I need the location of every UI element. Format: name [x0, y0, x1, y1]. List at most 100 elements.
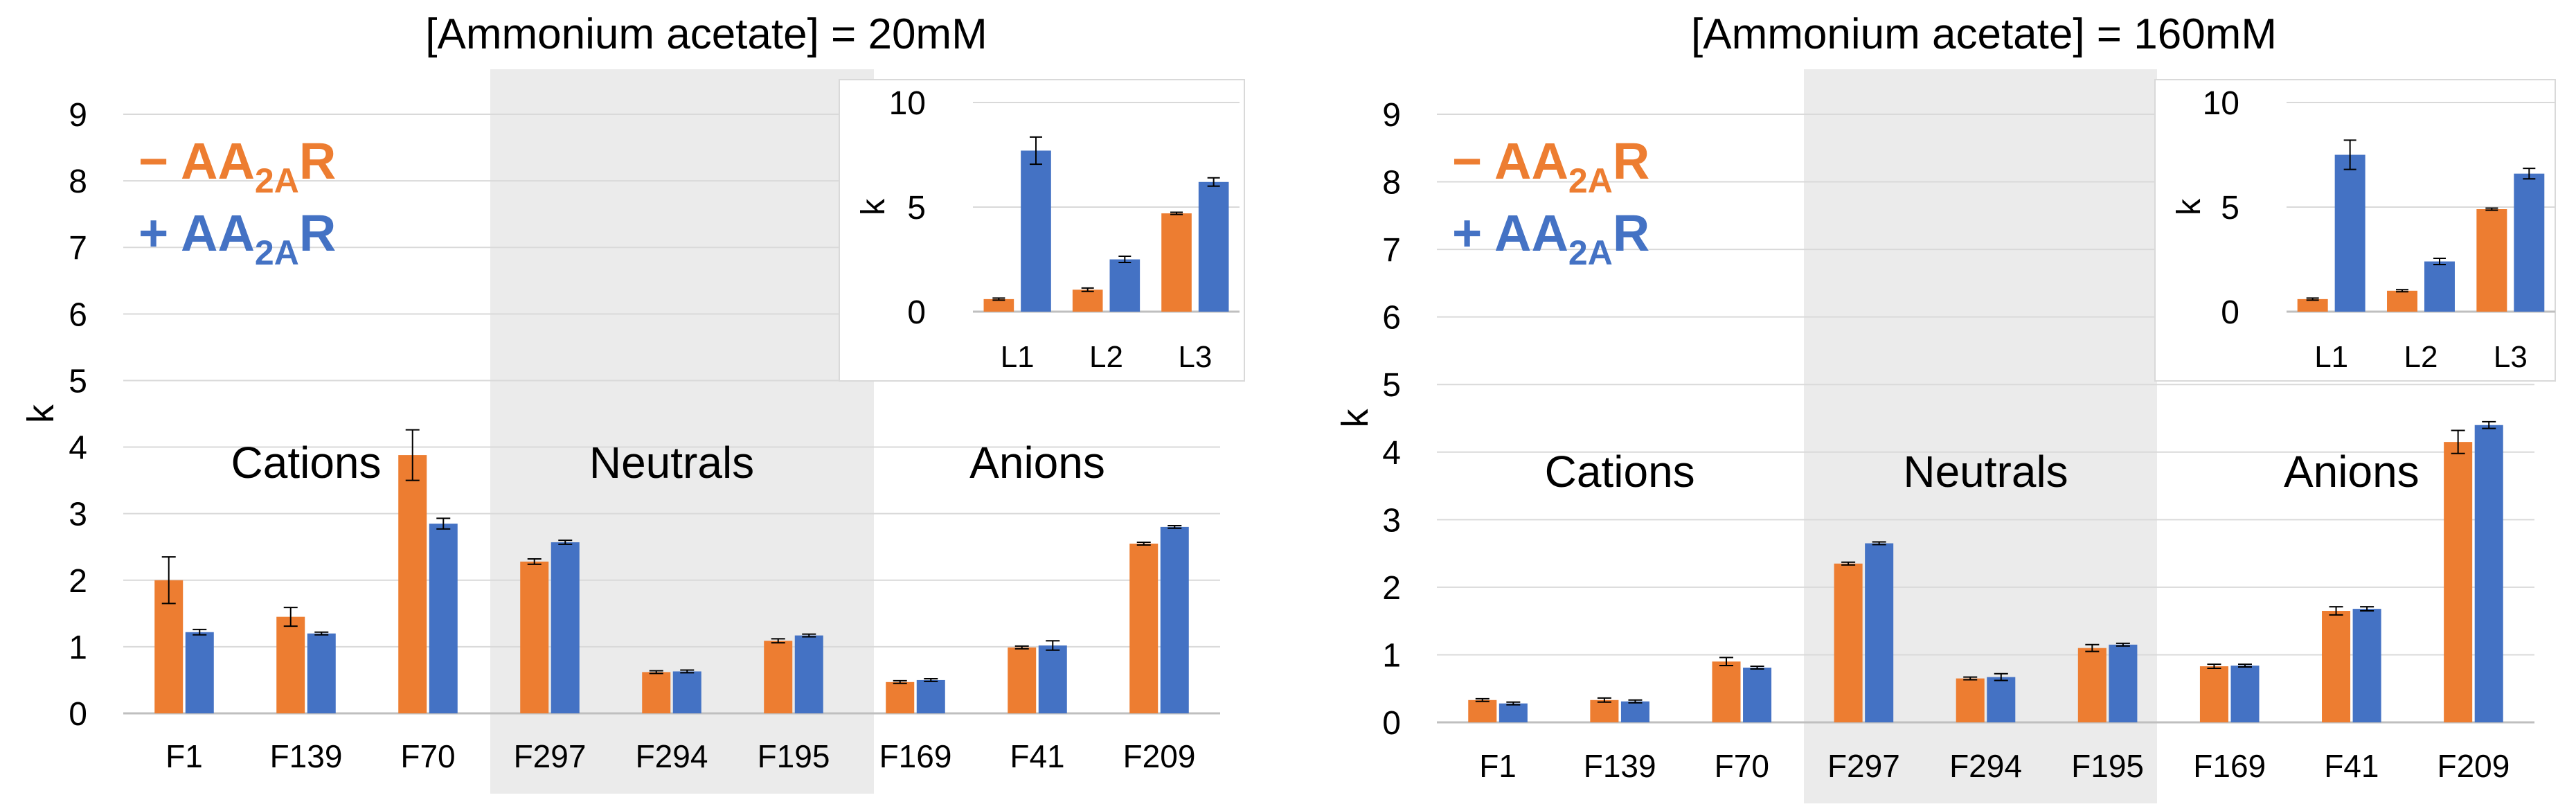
inset-bar-plus-l3 — [2514, 173, 2545, 312]
bar-minus-f195 — [764, 641, 793, 713]
y-tick-label: 7 — [69, 230, 87, 267]
bar-plus-f41 — [1038, 645, 1067, 713]
error-bar-plus-f169 — [2238, 663, 2253, 668]
y-tick-label: 8 — [69, 163, 87, 200]
error-bar-minus-f294 — [649, 670, 663, 675]
error-bar-plus-f1 — [1506, 701, 1521, 706]
bar-minus-f294 — [642, 672, 671, 713]
bar-plus-f70 — [1743, 667, 1772, 722]
inset-x-tick-label: L3 — [2494, 340, 2528, 374]
error-bar-minus-f294 — [1963, 676, 1978, 681]
bar-plus-f169 — [916, 679, 945, 713]
bar-minus-f297 — [1834, 563, 1863, 722]
bar-plus-f195 — [794, 635, 823, 713]
legend-suffix: R — [299, 204, 336, 262]
x-tick-label: F209 — [2438, 748, 2510, 784]
error-bar-plus-f297 — [558, 540, 573, 545]
y-tick-label: 2 — [69, 563, 87, 600]
group-label-neutrals: Neutrals — [589, 438, 754, 488]
error-bar-plus-f41 — [2360, 606, 2374, 612]
inset-y-tick-label: 5 — [907, 190, 926, 226]
inset-y-tick-label: 5 — [2221, 190, 2239, 226]
inset-error-bar-minus-l2 — [1081, 287, 1094, 292]
inset-error-bar-plus-l1 — [2343, 139, 2356, 170]
inset-bar-minus-l2 — [2387, 290, 2417, 312]
error-bar-plus-f169 — [924, 678, 938, 682]
bar-plus-f70 — [429, 524, 458, 713]
bar-minus-f294 — [1956, 678, 1985, 722]
inset-x-tick-label: L1 — [2314, 340, 2348, 374]
bar-plus-f139 — [307, 633, 336, 713]
error-bar-plus-f195 — [2116, 642, 2130, 647]
x-tick-label: F139 — [1584, 748, 1656, 784]
bar-minus-f70 — [398, 455, 427, 713]
y-tick-label: 9 — [69, 97, 87, 134]
legend-subscript: 2A — [1568, 161, 1613, 200]
group-label-anions: Anions — [969, 438, 1105, 488]
legend-prefix: AA — [1494, 204, 1568, 262]
bar-minus-f169 — [886, 681, 915, 713]
error-bar-minus-f1 — [161, 556, 176, 605]
x-tick-label: F139 — [270, 738, 343, 774]
inset-error-bar-minus-l3 — [1170, 211, 1183, 215]
inset-bar-minus-l3 — [1161, 213, 1192, 312]
bar-plus-f1 — [185, 632, 214, 713]
inset-error-bar-minus-l3 — [2485, 207, 2498, 211]
legend-prefix: AA — [181, 204, 255, 262]
group-label-neutrals: Neutrals — [1903, 447, 2068, 497]
error-bar-plus-f70 — [436, 517, 451, 530]
y-tick-label: 6 — [69, 296, 87, 333]
inset-chart-2: 0 5 10 k L1 L2 L3 — [2154, 79, 2556, 382]
bar-plus-f169 — [2230, 666, 2260, 722]
y-tick-label: 7 — [1382, 232, 1401, 269]
error-bar-minus-f209 — [2451, 429, 2465, 454]
bar-plus-f209 — [1160, 526, 1189, 713]
legend-sign: + — [1452, 204, 1494, 262]
y-tick-label: 5 — [69, 363, 87, 400]
error-bar-plus-f70 — [1750, 666, 1764, 670]
inset-error-bar-plus-l3 — [2523, 168, 2536, 180]
bar-plus-f294 — [1987, 677, 2016, 722]
legend-prefix: AA — [1494, 132, 1568, 190]
y-tick-label: 2 — [1382, 570, 1401, 607]
legend-suffix: R — [299, 132, 336, 190]
x-tick-label: F195 — [2071, 748, 2144, 784]
x-tick-label: F294 — [636, 738, 708, 774]
legend-plus-aa2ar: + AA2AR — [138, 204, 336, 272]
group-label-anions: Anions — [2284, 447, 2420, 497]
legend-sign: − — [1452, 132, 1494, 190]
legend-sign: + — [138, 204, 181, 262]
bar-minus-f195 — [2077, 648, 2107, 722]
error-bar-plus-f209 — [2482, 420, 2496, 429]
bar-minus-f209 — [1129, 543, 1159, 713]
legend-subscript: 2A — [1568, 233, 1613, 272]
y-tick-label: 6 — [1382, 300, 1401, 337]
bar-minus-f297 — [520, 561, 549, 713]
chart-title: [Ammonium acetate] = 160mM — [1691, 10, 2277, 58]
y-tick-label: 9 — [1382, 97, 1401, 134]
legend-subscript: 2A — [255, 233, 299, 272]
x-tick-label: F169 — [2193, 748, 2266, 784]
error-bar-plus-f297 — [1872, 541, 1886, 546]
inset-bar-minus-l3 — [2476, 209, 2507, 312]
error-bar-plus-f195 — [802, 633, 816, 638]
error-bar-minus-f41 — [2329, 606, 2343, 616]
bar-minus-f209 — [2444, 442, 2473, 722]
bar-plus-f297 — [1865, 543, 1894, 722]
error-bar-minus-f139 — [283, 607, 298, 627]
group-label-cations: Cations — [1545, 447, 1695, 497]
bar-plus-f297 — [551, 542, 580, 713]
inset-x-tick-label: L3 — [1178, 340, 1212, 374]
inset-bar-plus-l3 — [1198, 181, 1229, 312]
error-bar-plus-f1 — [193, 628, 207, 636]
x-tick-label: F1 — [166, 738, 203, 774]
error-bar-plus-f41 — [1046, 640, 1060, 651]
inset-bar-plus-l1 — [2334, 154, 2365, 312]
legend-suffix: R — [1613, 132, 1649, 190]
error-bar-minus-f195 — [2085, 643, 2100, 652]
bar-plus-f294 — [672, 671, 701, 713]
error-bar-minus-f209 — [1136, 541, 1151, 546]
bar-minus-f139 — [1590, 699, 1619, 722]
y-tick-label: 4 — [1382, 435, 1401, 472]
bar-minus-f70 — [1712, 661, 1741, 722]
